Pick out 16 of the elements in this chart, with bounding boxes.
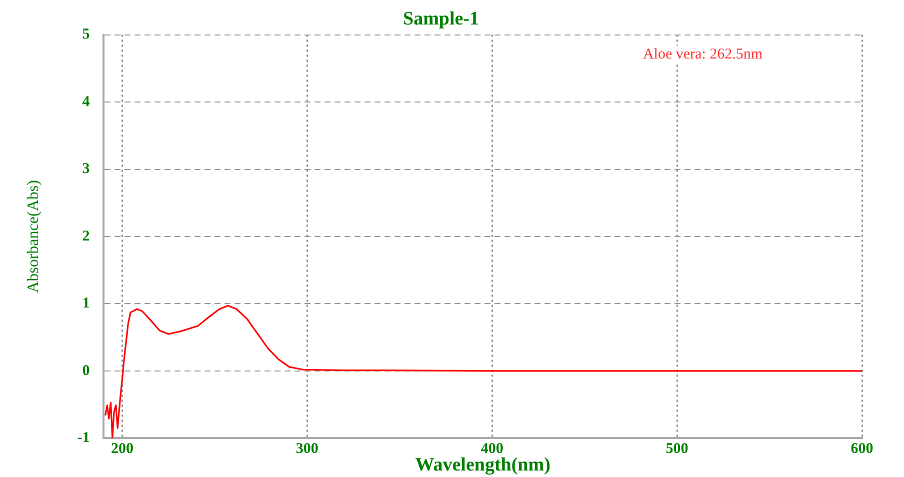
- y-tick-label: 1: [82, 296, 90, 312]
- x-tick-label: 400: [480, 441, 504, 458]
- x-axis-title: Wavelength(nm): [415, 454, 550, 476]
- x-tick-label: 200: [110, 441, 134, 458]
- y-tick-label: 2: [82, 228, 90, 244]
- y-tick-label: 0: [82, 362, 90, 379]
- y-tick-label: 4: [82, 94, 90, 110]
- y-tick-label: 5: [82, 26, 90, 43]
- chart-title: Sample-1: [403, 8, 479, 30]
- annotation: Aloe vera: 262.5nm: [642, 46, 763, 63]
- y-tick-label: -1: [77, 430, 90, 446]
- x-tick-label: 500: [666, 441, 688, 458]
- x-tick-label: 300: [296, 441, 318, 458]
- y-axis-title: Absorbance(Abs): [24, 180, 42, 293]
- y-tick-label: 3: [82, 161, 90, 178]
- x-tick-label: 600: [850, 441, 874, 458]
